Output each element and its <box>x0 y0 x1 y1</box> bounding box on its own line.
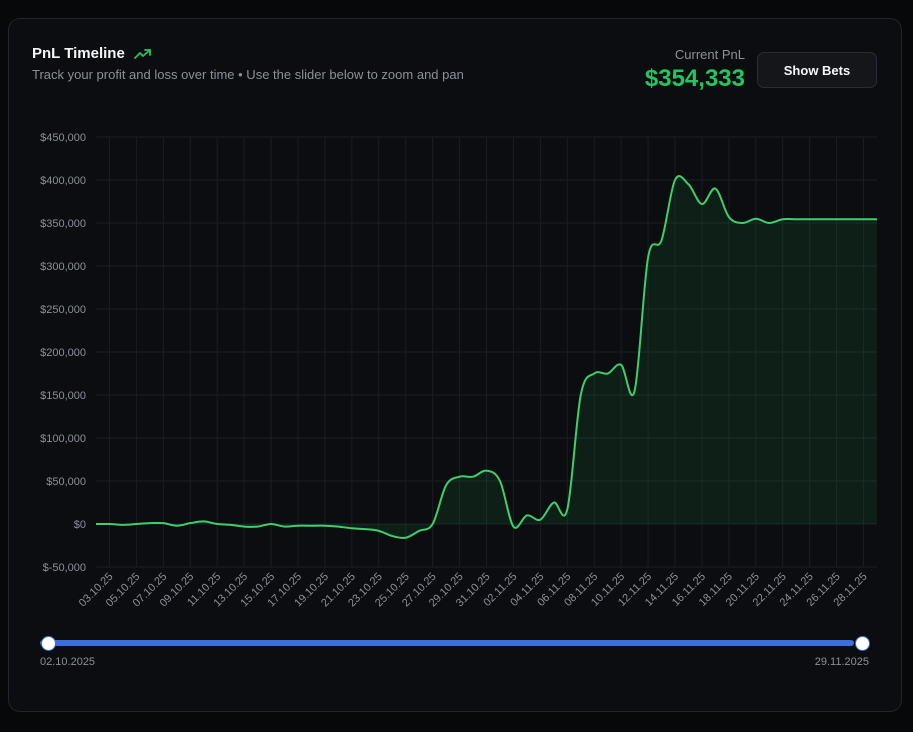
pnl-line <box>95 175 877 540</box>
current-pnl-label: Current PnL <box>674 47 745 62</box>
y-tick-label: $100,000 <box>40 433 86 445</box>
slider-start-label: 02.10.2025 <box>40 656 96 668</box>
y-tick-label: $350,000 <box>40 218 86 230</box>
pnl-area <box>96 176 877 539</box>
y-tick-label: $150,000 <box>40 390 86 402</box>
y-tick-label: $-50,000 <box>43 562 86 574</box>
slider-handle-start[interactable] <box>41 636 56 651</box>
y-tick-label: $300,000 <box>40 261 86 273</box>
title-row: PnL Timeline <box>32 45 153 62</box>
page-subtitle: Track your profit and loss over time • U… <box>32 67 464 82</box>
y-tick-label: $250,000 <box>40 304 86 316</box>
page-title: PnL Timeline <box>32 45 125 62</box>
y-tick-label: $0 <box>74 519 86 531</box>
trending-up-icon <box>133 48 151 59</box>
y-tick-label: $450,000 <box>40 132 86 144</box>
current-pnl-value: $354,333 <box>644 65 745 92</box>
show-bets-button[interactable]: Show Bets <box>757 52 877 88</box>
slider-handle-end[interactable] <box>855 636 870 651</box>
zoom-slider-track[interactable] <box>40 640 854 646</box>
y-tick-label: $50,000 <box>46 476 86 488</box>
slider-end-label: 29.11.2025 <box>814 656 869 668</box>
y-tick-label: $200,000 <box>40 347 86 359</box>
y-tick-label: $400,000 <box>40 175 86 187</box>
pnl-timeline-card: PnL Timeline Track your profit and loss … <box>8 18 902 712</box>
